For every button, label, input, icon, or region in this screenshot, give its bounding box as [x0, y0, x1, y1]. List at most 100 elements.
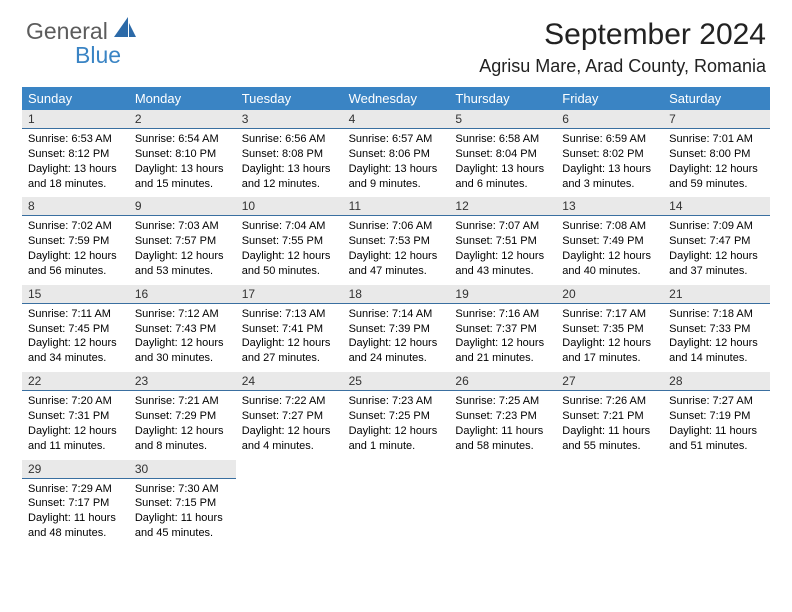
- sunset-line: Sunset: 7:51 PM: [455, 234, 550, 249]
- sunset-line: Sunset: 7:47 PM: [669, 234, 764, 249]
- sunrise-line: Sunrise: 7:14 AM: [349, 307, 444, 322]
- day-body: Sunrise: 7:29 AMSunset: 7:17 PMDaylight:…: [22, 479, 129, 547]
- daylight-line: Daylight: 12 hours and 37 minutes.: [669, 249, 764, 279]
- daylight-line: Daylight: 12 hours and 40 minutes.: [562, 249, 657, 279]
- daylight-line: Daylight: 13 hours and 9 minutes.: [349, 162, 444, 192]
- logo-text-general: General: [26, 18, 108, 45]
- sunrise-line: Sunrise: 6:53 AM: [28, 132, 123, 147]
- day-cell: 20Sunrise: 7:17 AMSunset: 7:35 PMDayligh…: [556, 285, 663, 372]
- sunset-line: Sunset: 7:55 PM: [242, 234, 337, 249]
- daylight-line: Daylight: 12 hours and 34 minutes.: [28, 336, 123, 366]
- day-number: 25: [343, 372, 450, 391]
- sunrise-line: Sunrise: 7:04 AM: [242, 219, 337, 234]
- day-cell: 16 Sunrise: 7:12 AMSunset: 7:43 PMDayligh…: [129, 285, 236, 372]
- sunrise-line: Sunrise: 7:12 AM: [135, 307, 230, 322]
- week-row: 8Sunrise: 7:02 AMSunset: 7:59 PMDaylight…: [22, 197, 770, 284]
- weekday-wednesday: Wednesday: [343, 87, 450, 110]
- sunrise-line: Sunrise: 7:17 AM: [562, 307, 657, 322]
- day-number: 29: [22, 460, 129, 479]
- sunset-line: Sunset: 7:43 PM: [135, 322, 230, 337]
- sunrise-line: Sunrise: 7:01 AM: [669, 132, 764, 147]
- day-number: 27: [556, 372, 663, 391]
- sunset-line: Sunset: 7:39 PM: [349, 322, 444, 337]
- sunrise-line: Sunrise: 6:58 AM: [455, 132, 550, 147]
- sunset-line: Sunset: 8:06 PM: [349, 147, 444, 162]
- day-cell: 24Sunrise: 7:22 AMSunset: 7:27 PMDayligh…: [236, 372, 343, 459]
- day-body: Sunrise: 7:07 AMSunset: 7:51 PMDaylight:…: [449, 216, 556, 284]
- sunset-line: Sunset: 7:33 PM: [669, 322, 764, 337]
- day-body: Sunrise: 6:59 AMSunset: 8:02 PMDaylight:…: [556, 129, 663, 197]
- day-number: 16: [129, 285, 236, 304]
- week-row: 29Sunrise: 7:29 AMSunset: 7:17 PMDayligh…: [22, 460, 770, 547]
- sunrise-line: Sunrise: 6:59 AM: [562, 132, 657, 147]
- week-row: 1Sunrise: 6:53 AMSunset: 8:12 PMDaylight…: [22, 110, 770, 197]
- day-number: 23: [129, 372, 236, 391]
- daylight-line: Daylight: 12 hours and 14 minutes.: [669, 336, 764, 366]
- week-row: 22Sunrise: 7:20 AMSunset: 7:31 PMDayligh…: [22, 372, 770, 459]
- sunset-line: Sunset: 8:00 PM: [669, 147, 764, 162]
- sunrise-line: Sunrise: 7:23 AM: [349, 394, 444, 409]
- sunset-line: Sunset: 7:53 PM: [349, 234, 444, 249]
- day-number: 4: [343, 110, 450, 129]
- sunset-line: Sunset: 7:49 PM: [562, 234, 657, 249]
- sunrise-line: Sunrise: 7:21 AM: [135, 394, 230, 409]
- daylight-line: Daylight: 12 hours and 1 minute.: [349, 424, 444, 454]
- sunset-line: Sunset: 7:25 PM: [349, 409, 444, 424]
- day-cell: 26Sunrise: 7:25 AMSunset: 7:23 PMDayligh…: [449, 372, 556, 459]
- day-number: 24: [236, 372, 343, 391]
- day-number: 2: [129, 110, 236, 129]
- day-number: 13: [556, 197, 663, 216]
- weekday-thursday: Thursday: [449, 87, 556, 110]
- sunrise-line: Sunrise: 7:27 AM: [669, 394, 764, 409]
- day-body: Sunrise: 7:04 AMSunset: 7:55 PMDaylight:…: [236, 216, 343, 284]
- day-number: 15: [22, 285, 129, 304]
- title-block: September 2024 Agrisu Mare, Arad County,…: [479, 18, 766, 77]
- sunset-line: Sunset: 7:23 PM: [455, 409, 550, 424]
- daylight-line: Daylight: 12 hours and 30 minutes.: [135, 336, 230, 366]
- day-body: Sunrise: 6:53 AMSunset: 8:12 PMDaylight:…: [22, 129, 129, 197]
- day-cell: [449, 460, 556, 547]
- daylight-line: Daylight: 12 hours and 21 minutes.: [455, 336, 550, 366]
- sunrise-line: Sunrise: 7:22 AM: [242, 394, 337, 409]
- day-body: Sunrise: 6:58 AMSunset: 8:04 PMDaylight:…: [449, 129, 556, 197]
- sunset-line: Sunset: 7:41 PM: [242, 322, 337, 337]
- day-body: Sunrise: 7:01 AMSunset: 8:00 PMDaylight:…: [663, 129, 770, 197]
- sunset-line: Sunset: 7:57 PM: [135, 234, 230, 249]
- day-body: Sunrise: 7:18 AMSunset: 7:33 PMDaylight:…: [663, 304, 770, 372]
- day-body: Sunrise: 7:30 AMSunset: 7:15 PMDaylight:…: [129, 479, 236, 547]
- sunset-line: Sunset: 7:21 PM: [562, 409, 657, 424]
- day-body: Sunrise: 7:11 AMSunset: 7:45 PMDaylight:…: [22, 304, 129, 372]
- sunrise-line: Sunrise: 7:20 AM: [28, 394, 123, 409]
- sunset-line: Sunset: 7:45 PM: [28, 322, 123, 337]
- daylight-line: Daylight: 13 hours and 15 minutes.: [135, 162, 230, 192]
- day-cell: 6Sunrise: 6:59 AMSunset: 8:02 PMDaylight…: [556, 110, 663, 197]
- daylight-line: Daylight: 12 hours and 8 minutes.: [135, 424, 230, 454]
- daylight-line: Daylight: 12 hours and 24 minutes.: [349, 336, 444, 366]
- day-number: 1: [22, 110, 129, 129]
- day-cell: 15Sunrise: 7:11 AMSunset: 7:45 PMDayligh…: [22, 285, 129, 372]
- weekday-saturday: Saturday: [663, 87, 770, 110]
- day-cell: 8Sunrise: 7:02 AMSunset: 7:59 PMDaylight…: [22, 197, 129, 284]
- daylight-line: Daylight: 12 hours and 43 minutes.: [455, 249, 550, 279]
- day-cell: 21Sunrise: 7:18 AMSunset: 7:33 PMDayligh…: [663, 285, 770, 372]
- calendar-body: 1Sunrise: 6:53 AMSunset: 8:12 PMDaylight…: [22, 110, 770, 547]
- day-cell: 2Sunrise: 6:54 AMSunset: 8:10 PMDaylight…: [129, 110, 236, 197]
- week-row: 15Sunrise: 7:11 AMSunset: 7:45 PMDayligh…: [22, 285, 770, 372]
- page-title: September 2024: [479, 18, 766, 52]
- weekday-sunday: Sunday: [22, 87, 129, 110]
- day-cell: 18Sunrise: 7:14 AMSunset: 7:39 PMDayligh…: [343, 285, 450, 372]
- daylight-line: Daylight: 13 hours and 3 minutes.: [562, 162, 657, 192]
- day-cell: 11Sunrise: 7:06 AMSunset: 7:53 PMDayligh…: [343, 197, 450, 284]
- weekday-header-row: SundayMondayTuesdayWednesdayThursdayFrid…: [22, 87, 770, 110]
- weekday-friday: Friday: [556, 87, 663, 110]
- weekday-monday: Monday: [129, 87, 236, 110]
- day-body: Sunrise: 7:22 AMSunset: 7:27 PMDaylight:…: [236, 391, 343, 459]
- day-number: 6: [556, 110, 663, 129]
- day-number: 3: [236, 110, 343, 129]
- day-cell: 27Sunrise: 7:26 AMSunset: 7:21 PMDayligh…: [556, 372, 663, 459]
- day-body: Sunrise: 7:09 AMSunset: 7:47 PMDaylight:…: [663, 216, 770, 284]
- day-number: 10: [236, 197, 343, 216]
- day-number: 9: [129, 197, 236, 216]
- day-body: Sunrise: 7:20 AMSunset: 7:31 PMDaylight:…: [22, 391, 129, 459]
- sunrise-line: Sunrise: 7:30 AM: [135, 482, 230, 497]
